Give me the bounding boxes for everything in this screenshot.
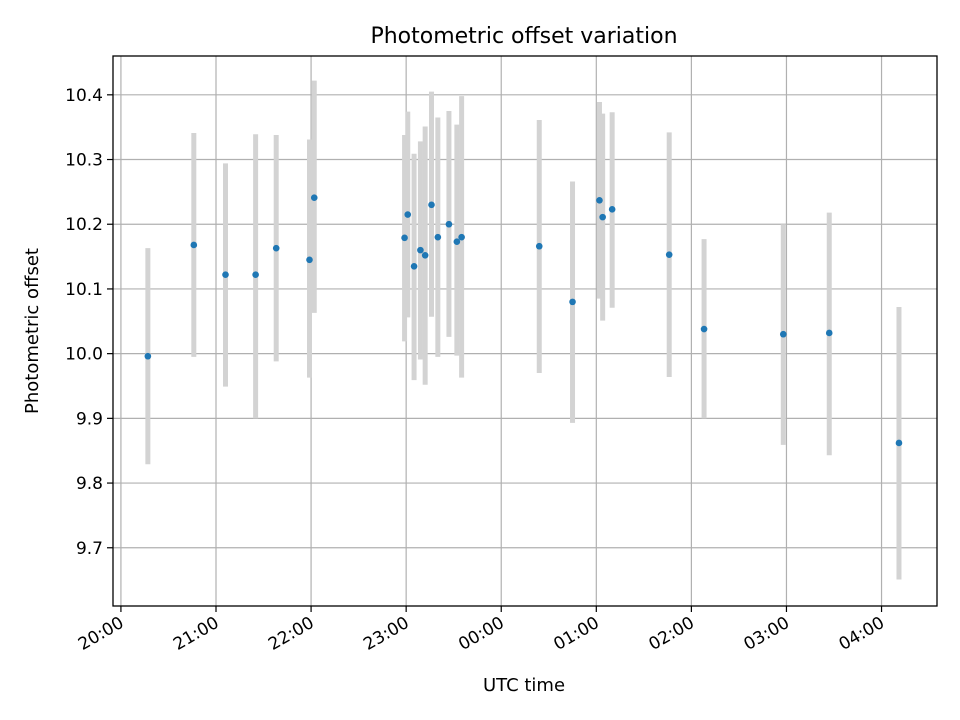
data-point xyxy=(825,329,833,337)
data-point xyxy=(190,241,198,249)
plot-frame xyxy=(112,55,938,607)
data-point xyxy=(596,196,603,204)
y-tick-label: 10.0 xyxy=(65,345,103,365)
y-tick-label: 10.2 xyxy=(65,215,103,235)
data-point xyxy=(700,325,708,333)
x-axis-label: UTC time xyxy=(483,675,565,696)
x-axis: 20:00 21:00 22:00 23:00 00:00 01:00 02:00 03:00… xyxy=(75,606,888,655)
x-tick-label: 22:00 xyxy=(265,613,317,655)
y-tick-label: 10.4 xyxy=(65,86,103,106)
data-point xyxy=(535,242,543,250)
x-tick-label: 01:00 xyxy=(550,613,602,655)
x-tick-label: 23:00 xyxy=(360,613,412,655)
data-point xyxy=(272,244,280,252)
y-axis-label: Photometric offset xyxy=(22,248,43,414)
data-point xyxy=(428,201,435,209)
y-tick-label: 10.1 xyxy=(65,280,103,300)
data-point xyxy=(779,330,787,338)
data-point xyxy=(404,211,412,218)
data-point xyxy=(401,234,408,242)
data-point xyxy=(895,439,903,447)
x-tick-label: 21:00 xyxy=(170,613,222,655)
data-point xyxy=(599,213,606,221)
y-tick-label: 9.7 xyxy=(76,539,103,559)
data-point xyxy=(421,251,429,259)
data-point xyxy=(608,206,616,213)
data-point xyxy=(434,233,442,241)
x-tick-label: 03:00 xyxy=(741,613,793,655)
data-point xyxy=(144,352,152,360)
y-axis: 9.7 9.8 9.9 10.0 10.1 10.2 10.3 10.4 xyxy=(65,86,113,559)
y-tick-label: 10.3 xyxy=(65,151,103,171)
y-tick-label: 9.8 xyxy=(76,474,103,494)
x-tick-label: 00:00 xyxy=(455,613,507,655)
data-points xyxy=(144,194,903,447)
x-tick-label: 02:00 xyxy=(645,613,697,655)
data-point xyxy=(453,238,461,246)
chart-title: Photometric offset variation xyxy=(370,24,677,49)
x-tick-label: 20:00 xyxy=(75,613,127,655)
data-point xyxy=(445,220,453,228)
data-point xyxy=(458,233,465,241)
data-point xyxy=(310,194,318,202)
data-point xyxy=(410,262,418,270)
grid-lines xyxy=(113,56,937,606)
data-point xyxy=(252,271,259,279)
y-tick-label: 9.9 xyxy=(76,409,103,429)
data-point xyxy=(306,256,313,264)
x-tick-label: 04:00 xyxy=(836,613,888,655)
data-point xyxy=(569,298,576,306)
data-point xyxy=(222,271,229,279)
data-point xyxy=(665,251,673,258)
data-point xyxy=(417,246,424,254)
